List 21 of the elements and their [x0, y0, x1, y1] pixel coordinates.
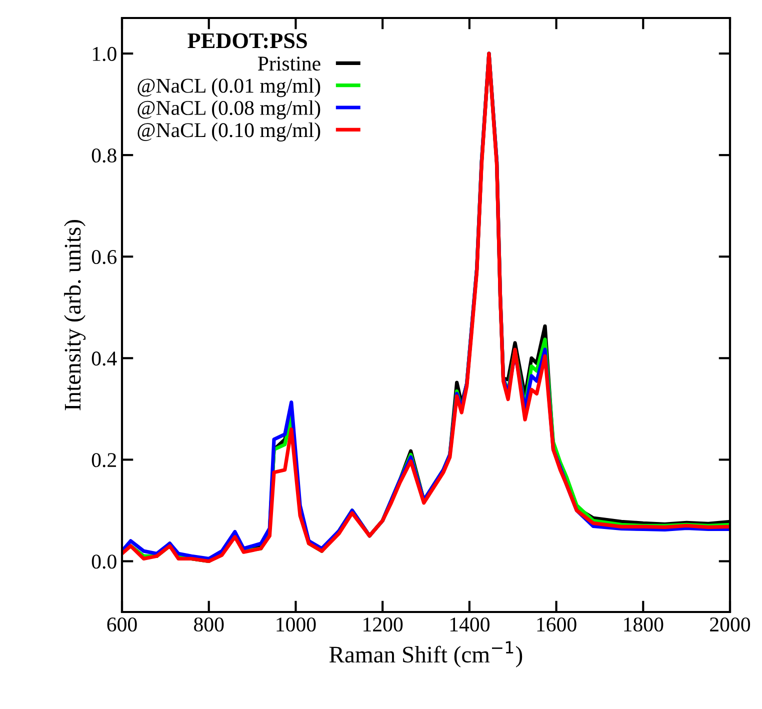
- x-tick-label: 2000: [710, 617, 750, 632]
- legend-label: @NaCL (0.01 mg/ml): [138, 78, 320, 98]
- x-axis-title: Raman Shift (cm$^{−1}$): [329, 641, 522, 668]
- y-tick-label: 0.2: [92, 453, 116, 468]
- y-tick-label: 0.4: [92, 352, 117, 366]
- x-tick-label: 1800: [624, 617, 664, 632]
- y-tick-label: 0.8: [92, 148, 116, 163]
- x-tick-label: 1200: [364, 617, 403, 632]
- legend-label: @NaCL (0.08 mg/ml): [138, 100, 320, 120]
- y-tick-label: 0.6: [92, 250, 117, 264]
- legend-title: PEDOT:PSS: [188, 33, 307, 48]
- y-axis-title: Intensity (arb. units): [64, 220, 86, 410]
- x-tick-label: 600: [107, 617, 137, 632]
- legend-label: @NaCL (0.10 mg/ml): [138, 122, 320, 142]
- y-tick-label: 0.0: [92, 554, 116, 569]
- x-tick-label: 800: [194, 617, 224, 632]
- y-tick-label: 1.0: [92, 46, 116, 62]
- x-tick-label: 1600: [537, 617, 576, 632]
- x-tick-label: 1000: [276, 617, 316, 632]
- legend-label: Pristine: [258, 56, 320, 71]
- x-tick-label: 1400: [450, 617, 490, 632]
